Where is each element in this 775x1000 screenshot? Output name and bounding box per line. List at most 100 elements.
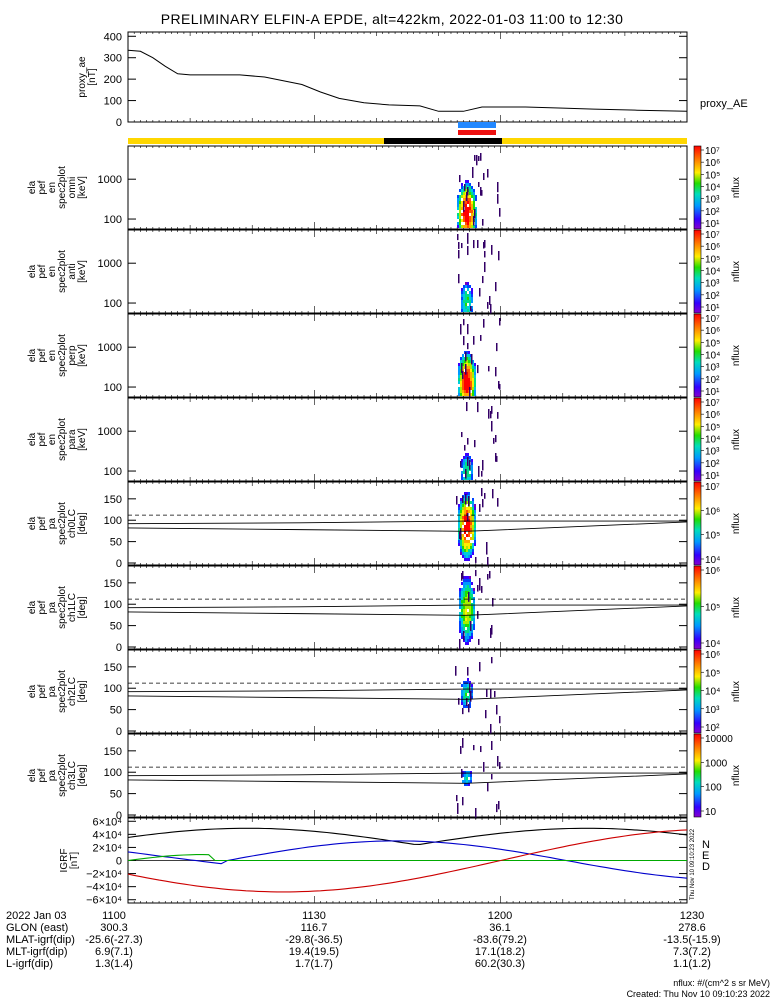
spectrogram-pixel	[466, 549, 468, 552]
spectrogram-pixel	[467, 588, 469, 591]
spectrogram-pixel	[470, 546, 472, 549]
spectrogram-pixel	[471, 633, 473, 636]
spectrogram-pixel	[463, 621, 465, 624]
spectrogram-pixel	[463, 285, 465, 288]
spectrogram-pixel	[474, 543, 476, 546]
spectrogram-pixel	[467, 606, 469, 609]
y-axis-label: ela	[27, 600, 38, 614]
y-axis-label: pef	[37, 684, 48, 698]
y-axis-label: proxy_ae	[77, 56, 88, 98]
spectrogram-speckle	[458, 250, 460, 259]
spectrogram-pixel	[463, 471, 465, 474]
spectrogram-speckle	[481, 488, 483, 497]
footer-cell: 278.6	[678, 922, 706, 934]
spectrogram-pixel	[459, 198, 461, 201]
spectrogram-pixel	[466, 522, 468, 525]
spectrogram-pixel	[460, 549, 462, 552]
spectrogram-speckle	[473, 240, 475, 249]
spectrogram-pixel	[467, 684, 469, 687]
spectrogram-pixel	[468, 549, 470, 552]
footer-cell: 36.1	[489, 922, 510, 934]
spectrogram-pixel	[471, 477, 473, 480]
spectrogram-pixel	[459, 213, 461, 216]
spectrogram-pixel	[473, 615, 475, 618]
spectrogram-pixel	[465, 282, 467, 285]
spectrogram-pixel	[464, 384, 466, 387]
spectrogram-pixel	[468, 774, 470, 777]
spectrogram-pixel	[463, 681, 465, 684]
spectrogram-pixel	[465, 285, 467, 288]
spectrogram-pixel	[459, 219, 461, 222]
spectrogram-pixel	[469, 225, 471, 228]
spectrogram-speckle	[479, 504, 481, 512]
spectrogram-pixel	[474, 525, 476, 528]
spectrogram-speckle	[467, 187, 469, 196]
spectrogram-pixel	[474, 504, 476, 507]
y-tick-label: −2×10⁴	[86, 869, 122, 881]
spectrogram-pixel	[462, 774, 464, 777]
y-axis-label: para	[67, 429, 78, 449]
y-tick-label: 0	[116, 642, 122, 654]
spectrogram-pixel	[460, 522, 462, 525]
spectrogram-speckle	[470, 621, 472, 631]
spectrogram-speckle	[473, 336, 475, 345]
spectrogram-pixel	[463, 639, 465, 642]
spectrogram-pixel	[468, 534, 470, 537]
spectrogram-pixel	[463, 300, 465, 303]
spectrogram-pixel	[468, 360, 470, 363]
spectrogram-speckle	[482, 499, 484, 508]
spectrogram-pixel	[464, 531, 466, 534]
spectrogram-pixel	[461, 636, 463, 639]
spectrogram-pixel	[462, 780, 464, 783]
spectrogram-pixel	[465, 213, 467, 216]
colorbar-tick-label: 10⁴	[705, 183, 720, 194]
spectrogram-speckle	[461, 363, 463, 373]
spectrogram-speckle	[484, 493, 486, 499]
spectrogram-speckle	[483, 242, 485, 249]
spectrogram-speckle	[490, 724, 492, 735]
panel-perp-colorbar	[693, 313, 702, 398]
spectrogram-pixel	[472, 537, 474, 540]
spectrogram-pixel	[461, 297, 463, 300]
spectrogram-speckle	[456, 795, 458, 802]
spectrogram-pixel	[474, 510, 476, 513]
spectrogram-pixel	[465, 585, 467, 588]
spectrogram-pixel	[459, 612, 461, 615]
spectrogram-pixel	[467, 618, 469, 621]
spectrogram-pixel	[469, 195, 471, 198]
spectrogram-pixel	[461, 624, 463, 627]
spectrogram-speckle	[481, 190, 483, 196]
y-tick-label: 100	[104, 382, 122, 394]
spectrogram-speckle	[465, 469, 467, 479]
spectrogram-pixel	[465, 639, 467, 642]
spectrogram-speckle	[491, 657, 493, 664]
spectrogram-speckle	[480, 187, 482, 196]
spectrogram-pixel	[464, 546, 466, 549]
spectrogram-speckle	[467, 457, 469, 466]
spectrogram-pixel	[461, 627, 463, 630]
colorbar-tick-label: 10⁵	[705, 170, 720, 181]
spectrogram-pixel	[473, 609, 475, 612]
spectrogram-pixel	[469, 192, 471, 195]
series-label-proxy-ae: proxy_AE	[700, 98, 748, 110]
y-tick-label: 150	[104, 578, 122, 590]
spectrogram-pixel	[471, 630, 473, 633]
footer-cell: 1230	[680, 910, 704, 922]
spectrogram-pixel	[467, 198, 469, 201]
spectrogram-pixel	[471, 306, 473, 309]
spectrogram-speckle	[470, 306, 472, 312]
footer-cell: 60.2(30.3)	[475, 958, 525, 970]
spectrogram-pixel	[466, 507, 468, 510]
chart-title: PRELIMINARY ELFIN-A EPDE, alt=422km, 202…	[161, 11, 624, 27]
footer-cell: -13.5(-15.9)	[663, 934, 720, 946]
spectrogram-pixel	[470, 372, 472, 375]
spectrogram-pixel	[461, 186, 463, 189]
spectrogram-speckle	[460, 531, 462, 540]
spectrogram-pixel	[464, 777, 466, 780]
spectrogram-pixel	[465, 219, 467, 222]
spectrogram-pixel	[459, 597, 461, 600]
spectrogram-pixel	[462, 354, 464, 357]
spectrogram-pixel	[464, 390, 466, 393]
spectrogram-pixel	[474, 513, 476, 516]
spectrogram-pixel	[467, 699, 469, 702]
